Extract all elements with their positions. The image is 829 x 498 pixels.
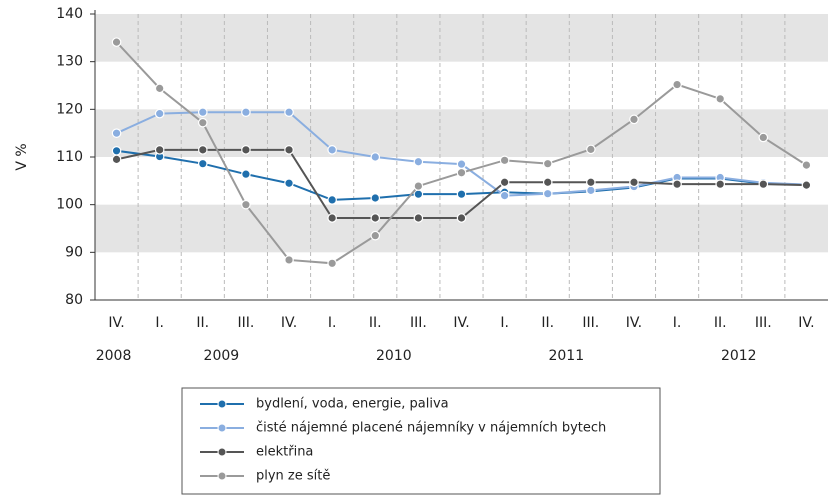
data-point: [542, 158, 553, 169]
data-point: [327, 213, 337, 223]
data-point: [413, 189, 424, 199]
data-point: [542, 188, 553, 199]
data-point: [241, 199, 251, 210]
data-point: [197, 158, 208, 169]
data-point: [629, 177, 639, 188]
x-tick-label: III.: [582, 315, 599, 331]
data-point: [801, 180, 812, 190]
year-label: 2011: [548, 348, 584, 364]
data-point: [499, 155, 510, 166]
data-point: [758, 179, 769, 189]
data-point: [672, 179, 682, 189]
year-label: 2008: [96, 348, 132, 364]
data-point: [284, 107, 294, 117]
data-point: [715, 94, 726, 104]
x-tick-label: III.: [237, 315, 254, 331]
x-tick-label: IV.: [108, 315, 124, 331]
y-tick-label: 90: [65, 244, 83, 260]
x-tick-label: IV.: [453, 315, 469, 331]
x-tick-label: III.: [410, 315, 427, 331]
data-point: [241, 107, 251, 117]
legend: bydlení, voda, energie, paliva čisté náje…: [200, 397, 606, 484]
legend-label: plyn ze sítě: [256, 469, 330, 484]
x-tick-label: II.: [714, 315, 727, 331]
data-point: [327, 145, 337, 155]
legend-label: elektřina: [256, 445, 313, 460]
data-point: [370, 152, 381, 162]
y-tick-label: 110: [56, 149, 83, 165]
data-point: [154, 145, 165, 155]
year-label: 2009: [204, 348, 240, 364]
data-point: [197, 107, 208, 117]
data-point: [629, 114, 639, 125]
legend-marker: [217, 399, 227, 409]
legend-label: čisté nájemné placené nájemníky v nájemn…: [256, 421, 606, 436]
data-point: [284, 178, 294, 189]
data-point: [111, 154, 122, 165]
year-label: 2010: [376, 348, 412, 364]
data-point: [154, 83, 165, 94]
data-point: [284, 255, 294, 265]
y-tick-label: 120: [56, 101, 83, 117]
data-point: [413, 156, 424, 167]
year-label: 2012: [721, 348, 757, 364]
data-point: [456, 189, 467, 199]
x-tick-label: I.: [500, 315, 509, 331]
data-point: [672, 79, 682, 90]
y-tick-label: 130: [56, 54, 83, 70]
x-tick-label: II.: [541, 315, 554, 331]
legend-label: bydlení, voda, energie, paliva: [256, 397, 449, 412]
data-point: [499, 177, 510, 188]
data-point: [413, 181, 424, 191]
data-point: [154, 108, 165, 119]
x-tick-label: IV.: [798, 315, 814, 331]
legend-marker: [217, 447, 227, 457]
data-point: [456, 167, 467, 178]
data-point: [111, 37, 122, 47]
data-point: [327, 258, 337, 269]
data-point: [586, 177, 596, 188]
legend-marker: [217, 471, 227, 481]
grid-band: [95, 204, 828, 253]
x-tick-label: IV.: [626, 315, 642, 331]
x-tick-label: I.: [328, 315, 337, 331]
data-point: [327, 195, 337, 205]
data-point: [456, 159, 467, 169]
data-point: [370, 193, 381, 203]
data-point: [758, 132, 769, 143]
data-point: [370, 213, 381, 223]
data-point: [586, 185, 596, 196]
data-point: [801, 160, 812, 170]
data-point: [499, 190, 510, 201]
legend-marker: [217, 423, 227, 433]
data-point: [111, 128, 122, 138]
x-tick-label: I.: [673, 315, 682, 331]
grid-band: [95, 14, 828, 62]
y-axis-label: V %: [14, 143, 30, 170]
data-point: [542, 177, 553, 188]
data-point: [370, 230, 381, 241]
data-point: [197, 117, 208, 128]
data-point: [111, 146, 122, 156]
x-tick-label: III.: [755, 315, 772, 331]
x-tick-label: I.: [155, 315, 164, 331]
data-point: [715, 179, 726, 189]
x-tick-label: II.: [196, 315, 209, 331]
y-tick-label: 140: [56, 6, 83, 22]
y-tick-label: 100: [56, 197, 83, 213]
data-point: [413, 213, 424, 223]
x-tick-label: IV.: [281, 315, 297, 331]
y-tick-label: 80: [65, 292, 83, 308]
data-point: [197, 145, 208, 155]
data-point: [241, 169, 251, 179]
x-tick-label: II.: [369, 315, 382, 331]
data-point: [241, 145, 251, 155]
data-point: [586, 144, 596, 155]
data-point: [284, 145, 294, 155]
data-point: [456, 213, 467, 223]
legend-box: [181, 387, 661, 495]
